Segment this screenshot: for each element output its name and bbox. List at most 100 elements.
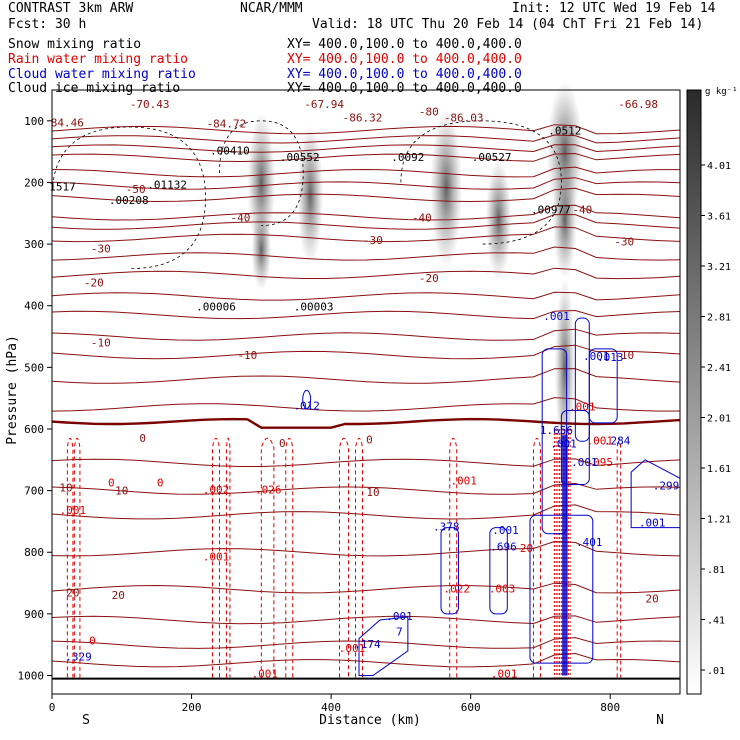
cloud-water-contour	[560, 409, 590, 485]
rain-contour	[285, 437, 294, 678]
isotherm	[51, 134, 681, 144]
rain-contour-label: .001	[587, 434, 614, 447]
temperature-contour-label: -40	[572, 204, 592, 217]
snow-shading	[297, 124, 324, 265]
isotherm	[51, 540, 681, 557]
y-tick-label: 1000	[18, 670, 45, 683]
x-tick-label: 600	[461, 701, 481, 714]
temperature-contour-label: 10	[59, 482, 72, 495]
rain-contour-label: .003	[489, 582, 516, 595]
snow-maximum-label: .01132	[147, 179, 187, 192]
freezing-level-isotherm	[51, 417, 681, 429]
rain-contour-layer	[66, 428, 622, 678]
cloud-water-contour-layer	[302, 317, 681, 677]
field-xy-cloud-water: XY= 400.0,100.0 to 400.0,400.0	[287, 67, 522, 82]
snow-shading	[251, 210, 272, 291]
x-axis-title: Distance (km)	[319, 713, 421, 728]
rain-contour-label: .001	[339, 642, 366, 655]
colorbar-scale	[686, 89, 702, 695]
rain-contour-label: 0	[157, 476, 164, 489]
cloud-water-contour-label: .001	[543, 310, 570, 323]
model-title: CONTRAST 3km ARW	[8, 1, 134, 16]
rain-contour	[73, 437, 81, 678]
colorbar-tick-label: .81	[707, 565, 725, 576]
isotherm	[51, 144, 681, 153]
isotherm	[51, 504, 681, 520]
temperature-contour-label: 0	[139, 432, 146, 445]
rain-contour-label: .022	[443, 582, 470, 595]
snow-shading	[485, 159, 512, 280]
left-endpoint-label: S	[82, 713, 90, 728]
valid-time: Valid: 18 UTC Thu 20 Feb 14 (04 ChT Fri …	[312, 17, 704, 32]
rain-contour-label: .001	[491, 667, 518, 680]
snow-maximum-label: .0092	[391, 151, 424, 164]
isotherm	[51, 637, 681, 649]
field-xy-rain: XY= 400.0,100.0 to 400.0,400.0	[287, 52, 522, 67]
temperature-contour-label: 0	[279, 437, 286, 450]
isotherm	[51, 615, 681, 625]
temperature-contour-label: 84.46	[51, 117, 84, 130]
y-tick-label: 900	[24, 608, 44, 621]
snow-maximum-label: .00977	[531, 203, 571, 216]
rain-contour	[532, 437, 541, 678]
isotherm	[51, 582, 681, 594]
rain-contour	[449, 437, 458, 678]
cloud-water-contour	[529, 514, 594, 664]
field-name-rain: Rain water mixing ratio	[8, 52, 189, 67]
rain-contour	[616, 437, 622, 678]
colorbar-tick-label: 3.21	[707, 262, 731, 273]
cloud-water-contour-label: .299	[653, 479, 680, 492]
snow-shading	[554, 277, 575, 458]
isotherm	[51, 166, 680, 178]
isotherm	[51, 187, 681, 203]
isotherm	[51, 458, 681, 467]
cloud-ice-contour	[400, 120, 562, 245]
temperature-contour-label: -67.94	[304, 98, 344, 111]
temperature-contour-label: -30	[614, 236, 634, 249]
temperature-contour-label: 10	[366, 486, 379, 499]
rain-contour-label: 0	[89, 635, 96, 648]
temperature-contour-label: 10	[115, 485, 128, 498]
temperature-contour-label: -50	[126, 183, 146, 196]
isotherm	[51, 652, 681, 668]
isotherm	[51, 226, 681, 243]
cloud-water-contour	[440, 527, 459, 615]
cloud-water-contour-label: .001	[550, 437, 577, 450]
field-xy-snow: XY= 400.0,100.0 to 400.0,400.0	[287, 37, 522, 52]
rain-contour	[355, 437, 364, 678]
cloud-water-contour-label: .329	[65, 651, 92, 664]
cloud-water-contour-label: .696	[490, 540, 517, 553]
isotherm	[51, 291, 681, 301]
temperature-contour-label: -80	[419, 106, 439, 119]
cloud-ice-contour-layer	[51, 120, 562, 270]
rain-contour-label: .001	[450, 474, 477, 487]
rain-contour-label: 0	[108, 476, 115, 489]
rain-contour	[211, 437, 220, 678]
y-tick-label: 500	[24, 361, 44, 374]
rain-contour-label: 20	[520, 542, 533, 555]
colorbar-unit: g kg⁻¹	[705, 87, 738, 97]
rain-contour	[225, 437, 231, 678]
rain-contour	[338, 437, 350, 678]
field-name-snow: Snow mixing ratio	[8, 37, 142, 52]
cloud-water-contour	[302, 389, 312, 409]
snow-maximum-label: .00006	[196, 301, 236, 314]
cloud-water-contour-label: 1.656	[540, 424, 573, 437]
cloud-water-contour-label: 7	[396, 625, 403, 638]
cloud-water-contour-label: .013	[597, 351, 624, 364]
cloud-water-contour-label: .001	[639, 516, 666, 529]
y-tick-label: 400	[24, 300, 44, 313]
snow-maximum-label: .0512	[548, 124, 581, 137]
y-tick-label: 600	[24, 423, 44, 436]
temperature-contour-label: -86.03	[444, 112, 484, 125]
isotherm	[51, 214, 681, 230]
right-endpoint-label: N	[656, 713, 664, 728]
colorbar-tick-label: .01	[707, 666, 725, 677]
plot-frame	[51, 89, 681, 695]
cloud-water-contour-label: .378	[433, 521, 460, 534]
temperature-contour-label: -10	[91, 337, 111, 350]
snow-maximum-label: .00527	[472, 151, 512, 164]
cloud-water-contour-label: .174	[354, 638, 381, 651]
